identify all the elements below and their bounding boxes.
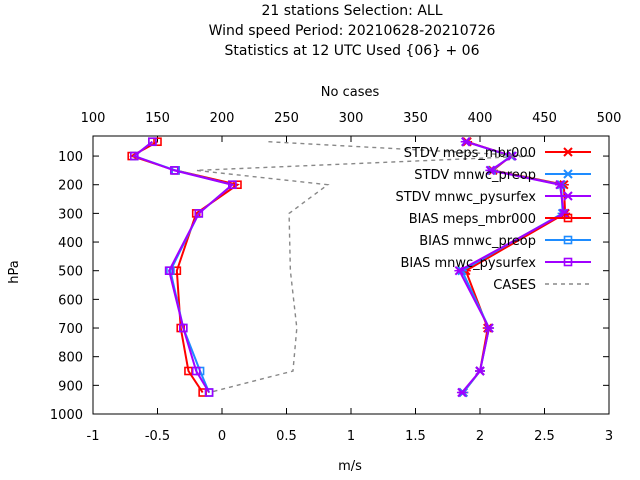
y-tick-label: 400 xyxy=(58,236,83,251)
x-tick-label: 1.5 xyxy=(405,429,426,444)
data-point-square-marker xyxy=(191,366,201,376)
chart-title: 21 stations Selection: ALL Wind speed Pe… xyxy=(209,3,496,59)
legend-label: BIAS mnwc_pysurfex xyxy=(400,256,536,271)
x2-tick-label: 100 xyxy=(81,111,106,126)
legend-label: STDV meps_mbr000 xyxy=(404,146,536,161)
data-point-square-marker xyxy=(194,209,204,218)
y-tick-label: 1000 xyxy=(50,408,83,423)
y-tick-label: 600 xyxy=(58,293,83,308)
data-point-square-marker xyxy=(129,151,139,161)
x2-tick-label: 200 xyxy=(210,111,235,126)
x-tick-label: 2 xyxy=(476,429,484,444)
x-tick-label: -1 xyxy=(87,429,100,444)
x2-axis-label: No cases xyxy=(321,85,380,100)
y-tick-label: 500 xyxy=(58,265,83,280)
y-axis-label: hPa xyxy=(7,260,22,283)
data-point-square-marker xyxy=(563,257,573,267)
x2-tick-label: 450 xyxy=(532,111,557,126)
data-point-x-marker xyxy=(485,165,496,176)
legend-label: BIAS mnwc_preop xyxy=(419,234,536,249)
data-point-x-marker xyxy=(563,147,573,157)
x2-tick-label: 150 xyxy=(145,111,170,126)
x-tick-label: 3 xyxy=(605,429,613,444)
data-point-square-marker xyxy=(233,180,242,190)
data-point-square-marker xyxy=(204,388,214,397)
data-point-square-marker xyxy=(563,235,573,245)
data-point-x-marker xyxy=(475,366,485,376)
y-tick-label: 200 xyxy=(58,179,83,194)
data-point-square-marker xyxy=(179,323,188,333)
y-tick-label: 300 xyxy=(58,207,83,222)
y-tick-label: 700 xyxy=(58,322,83,337)
chart-title-line-2: Wind speed Period: 20210628-20210726 xyxy=(209,23,496,39)
series-line xyxy=(196,141,532,394)
data-point-x-marker xyxy=(554,180,565,190)
x2-tick-label: 300 xyxy=(339,111,364,126)
legend-label: STDV mnwc_pysurfex xyxy=(395,190,536,205)
data-point-square-marker xyxy=(563,213,573,223)
series-layer xyxy=(127,137,571,398)
chart-title-line-3: Statistics at 12 UTC Used {06} + 06 xyxy=(224,43,479,59)
y-tick-label: 100 xyxy=(58,150,83,165)
data-point-x-marker xyxy=(507,151,518,161)
data-point-square-marker xyxy=(148,137,157,147)
axis-ticks: -1 -0.5 0 0.5 1 1.5 2 2.5 3 100 150 200 250 300 350 400… xyxy=(50,111,622,444)
x2-tick-label: 350 xyxy=(403,111,428,126)
x-tick-label: 0 xyxy=(218,429,226,444)
series-4 xyxy=(129,137,237,397)
series-2 xyxy=(454,137,569,398)
x2-tick-label: 400 xyxy=(468,111,493,126)
chart-title-line-1: 21 stations Selection: ALL xyxy=(261,3,442,19)
x2-tick-label: 500 xyxy=(597,111,622,126)
data-point-x-marker xyxy=(563,169,573,179)
data-point-x-marker xyxy=(563,191,573,201)
data-point-square-marker xyxy=(169,166,179,175)
y-tick-label: 800 xyxy=(58,351,83,366)
data-point-x-marker xyxy=(454,265,465,276)
legend-label: BIAS meps_mbr000 xyxy=(409,212,536,227)
data-point-x-marker xyxy=(484,323,495,333)
x-axis-label: m/s xyxy=(338,459,362,474)
series-5 xyxy=(129,137,237,397)
x-tick-label: -0.5 xyxy=(145,429,170,444)
x2-tick-label: 250 xyxy=(274,111,299,126)
series-6 xyxy=(196,141,532,394)
data-point-square-marker xyxy=(153,137,162,147)
legend: STDV meps_mbr000 STDV mnwc_preop STDV mnwc… xyxy=(395,146,591,293)
data-point-x-marker xyxy=(456,387,467,398)
legend-label: CASES xyxy=(493,278,536,293)
y-tick-label: 900 xyxy=(58,379,83,394)
data-point-square-marker xyxy=(164,266,174,276)
data-point-x-marker xyxy=(460,137,471,147)
data-point-x-marker xyxy=(558,208,569,219)
x-tick-label: 1 xyxy=(347,429,355,444)
x-tick-label: 0.5 xyxy=(276,429,297,444)
x-tick-label: 2.5 xyxy=(534,429,555,444)
series-3 xyxy=(127,137,242,397)
legend-label: STDV mnwc_preop xyxy=(414,168,536,183)
data-point-square-marker xyxy=(228,180,237,190)
series-line xyxy=(132,140,235,394)
series-line xyxy=(129,140,240,394)
